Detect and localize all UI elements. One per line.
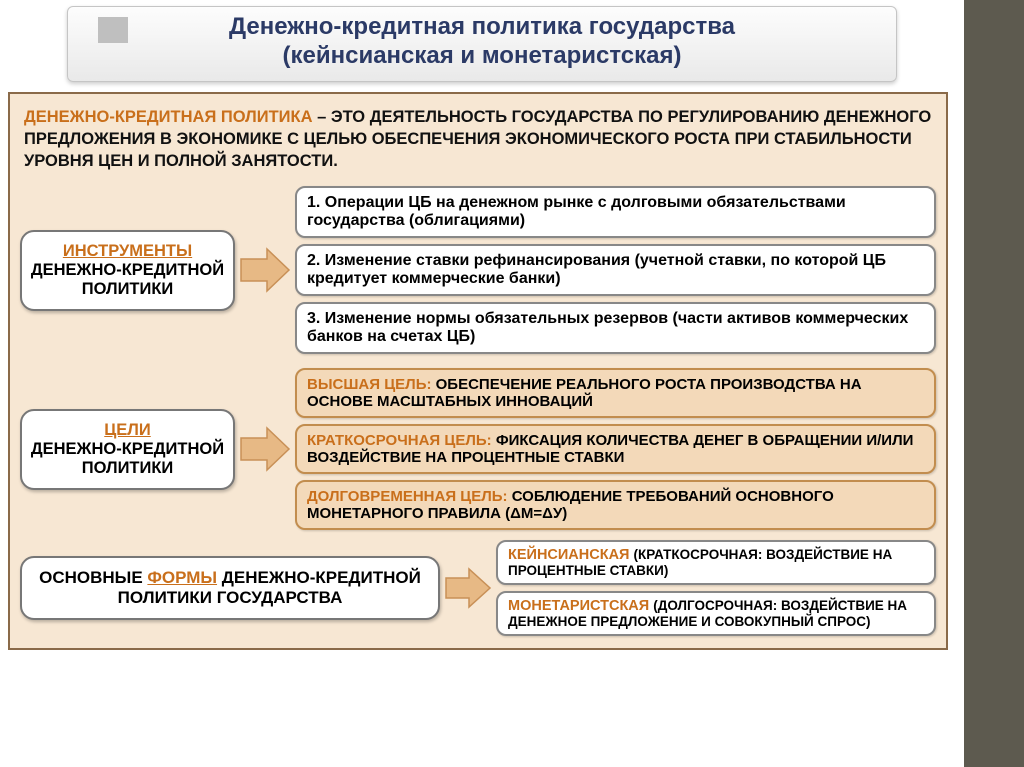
arrow-right-icon — [239, 247, 291, 293]
goal-item-2: КРАТКОСРОЧНАЯ ЦЕЛЬ: ФИКСАЦИЯ КОЛИЧЕСТВА … — [295, 424, 936, 474]
goals-label-box: ЦЕЛИ ДЕНЕЖНО-КРЕДИТНОЙ ПОЛИТИКИ — [20, 409, 235, 490]
section-goals: ЦЕЛИ ДЕНЕЖНО-КРЕДИТНОЙ ПОЛИТИКИ ВЫСШАЯ Ц… — [20, 368, 936, 530]
form-item-2: МОНЕТАРИСТСКАЯ (ДОЛГОСРОЧНАЯ: ВОЗДЕЙСТВИ… — [496, 591, 936, 636]
definition-head: ДЕНЕЖНО-КРЕДИТНАЯ ПОЛИТИКА — [24, 108, 313, 126]
form-2-lead: МОНЕТАРИСТСКАЯ — [508, 598, 653, 614]
main-panel: ДЕНЕЖНО-КРЕДИТНАЯ ПОЛИТИКА – ЭТО ДЕЯТЕЛЬ… — [8, 92, 948, 651]
forms-label-hl: ФОРМЫ — [147, 568, 217, 587]
goal-3-lead: ДОЛГОВРЕМЕННАЯ ЦЕЛЬ: — [307, 488, 512, 505]
form-1-lead: КЕЙНСИАНСКАЯ — [508, 547, 634, 563]
section-instruments: ИНСТРУМЕНТЫ ДЕНЕЖНО-КРЕДИТНОЙ ПОЛИТИКИ 1… — [20, 186, 936, 354]
forms-items: КЕЙНСИАНСКАЯ (КРАТКОСРОЧНАЯ: ВОЗДЕЙСТВИЕ… — [496, 540, 936, 636]
arrow-right-icon — [444, 567, 492, 609]
arrow-right-icon — [239, 426, 291, 472]
slide-sidebar — [964, 0, 1024, 767]
goal-item-3: ДОЛГОВРЕМЕННАЯ ЦЕЛЬ: СОБЛЮДЕНИЕ ТРЕБОВАН… — [295, 480, 936, 530]
forms-label-box: ОСНОВНЫЕ ФОРМЫ ДЕНЕЖНО-КРЕДИТНОЙ ПОЛИТИК… — [20, 556, 440, 620]
goal-2-lead: КРАТКОСРОЧНАЯ ЦЕЛЬ: — [307, 432, 496, 449]
instruments-label-rest: ДЕНЕЖНО-КРЕДИТНОЙ ПОЛИТИКИ — [31, 261, 224, 298]
title-line-2: (кейнсианская и монетаристская) — [78, 42, 886, 71]
title-bar: Денежно-кредитная политика государства (… — [67, 6, 897, 82]
instrument-item-3: 3. Изменение нормы обязательных резервов… — [295, 302, 936, 354]
goal-1-lead: ВЫСШАЯ ЦЕЛЬ: — [307, 376, 436, 393]
instrument-item-1: 1. Операции ЦБ на денежном рынке с долго… — [295, 186, 936, 238]
instruments-label-hl: ИНСТРУМЕНТЫ — [63, 242, 192, 260]
instruments-items: 1. Операции ЦБ на денежном рынке с долго… — [295, 186, 936, 354]
goals-items: ВЫСШАЯ ЦЕЛЬ: ОБЕСПЕЧЕНИЕ РЕАЛЬНОГО РОСТА… — [295, 368, 936, 530]
goals-label-hl: ЦЕЛИ — [104, 421, 151, 439]
title-square-icon — [98, 17, 128, 43]
slide-content: Денежно-кредитная политика государства (… — [8, 6, 956, 650]
goals-label-rest: ДЕНЕЖНО-КРЕДИТНОЙ ПОЛИТИКИ — [31, 440, 224, 477]
instrument-item-2: 2. Изменение ставки рефинансирования (уч… — [295, 244, 936, 296]
instruments-label-box: ИНСТРУМЕНТЫ ДЕНЕЖНО-КРЕДИТНОЙ ПОЛИТИКИ — [20, 230, 235, 311]
title-line-1: Денежно-кредитная политика государства — [78, 13, 886, 42]
goal-item-1: ВЫСШАЯ ЦЕЛЬ: ОБЕСПЕЧЕНИЕ РЕАЛЬНОГО РОСТА… — [295, 368, 936, 418]
form-item-1: КЕЙНСИАНСКАЯ (КРАТКОСРОЧНАЯ: ВОЗДЕЙСТВИЕ… — [496, 540, 936, 585]
section-forms: ОСНОВНЫЕ ФОРМЫ ДЕНЕЖНО-КРЕДИТНОЙ ПОЛИТИК… — [20, 540, 936, 636]
definition-block: ДЕНЕЖНО-КРЕДИТНАЯ ПОЛИТИКА – ЭТО ДЕЯТЕЛЬ… — [20, 104, 936, 181]
forms-label-pre: ОСНОВНЫЕ — [39, 568, 147, 587]
